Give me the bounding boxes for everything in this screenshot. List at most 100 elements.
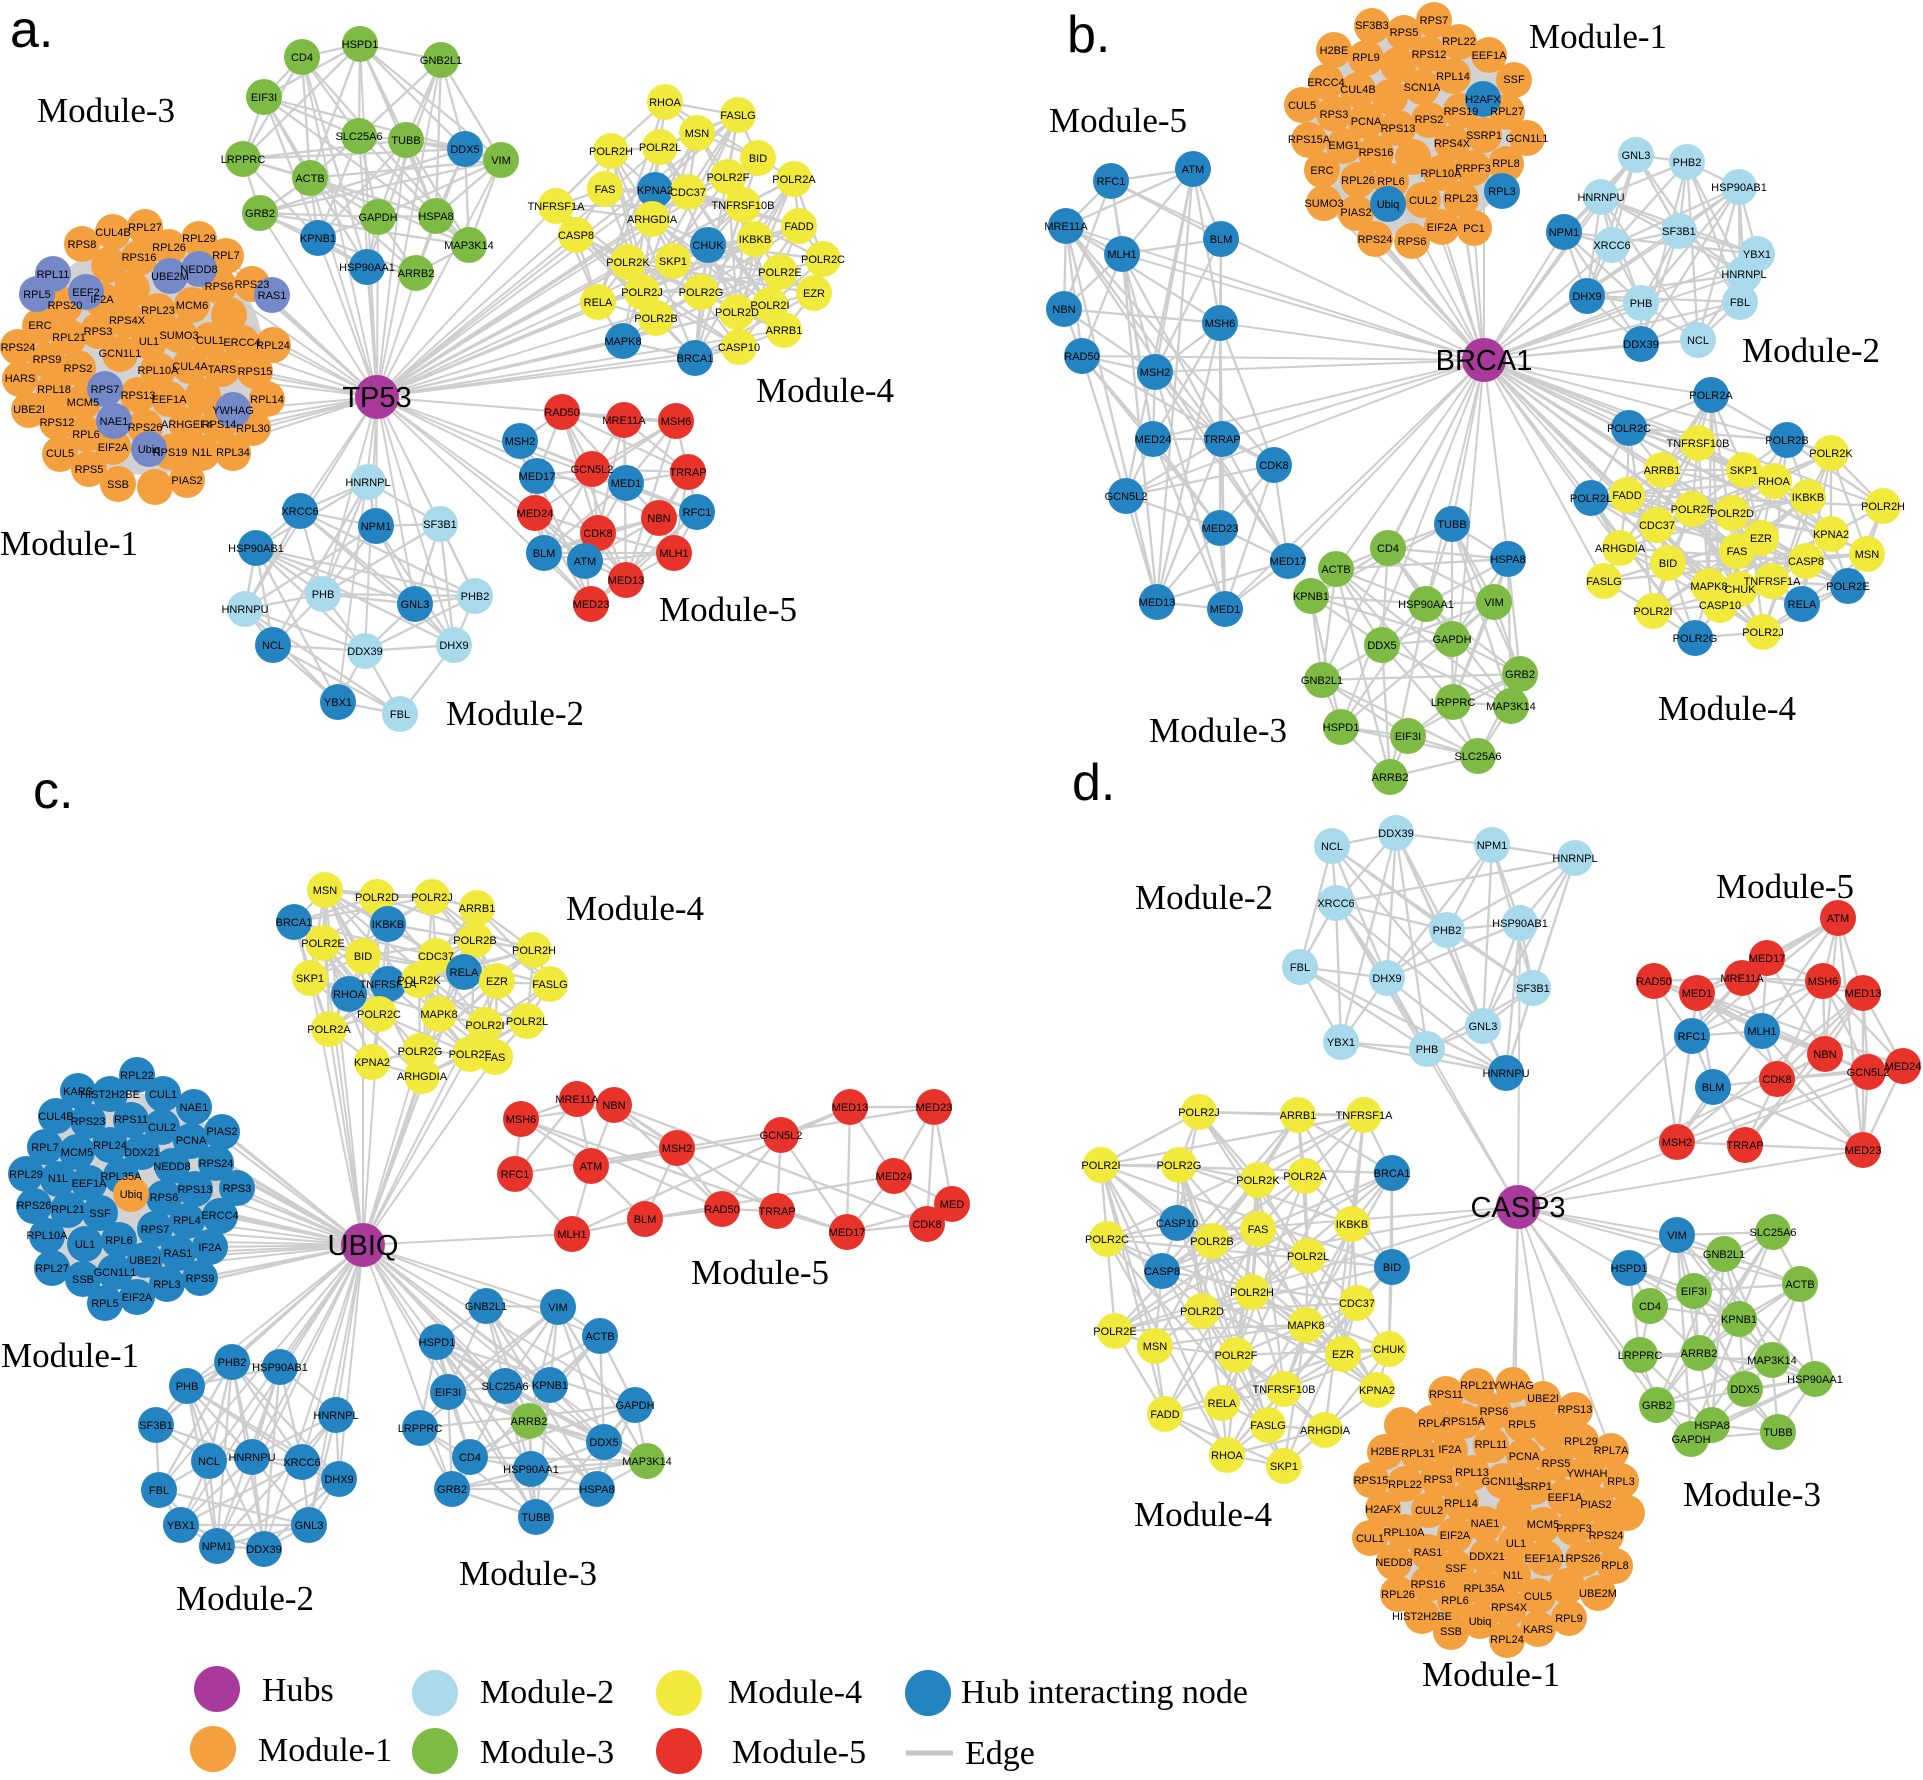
svg-text:PCNA: PCNA <box>1509 1451 1540 1463</box>
svg-text:RPL5: RPL5 <box>23 289 51 301</box>
svg-text:RPS15A: RPS15A <box>1288 134 1331 146</box>
svg-text:RELA: RELA <box>584 297 613 309</box>
svg-text:NBN: NBN <box>602 1100 625 1112</box>
svg-text:CASP3: CASP3 <box>1470 1192 1565 1224</box>
svg-text:GRB2: GRB2 <box>437 1484 467 1496</box>
svg-text:RFC1: RFC1 <box>683 507 712 519</box>
svg-text:POLR2C: POLR2C <box>801 254 845 266</box>
svg-text:SSF: SSF <box>1503 74 1525 86</box>
svg-text:ACTB: ACTB <box>1785 1279 1814 1291</box>
svg-text:HNRNPU: HNRNPU <box>1482 1068 1529 1080</box>
svg-text:EEF1A: EEF1A <box>152 394 188 406</box>
svg-text:GNL3: GNL3 <box>401 599 430 611</box>
svg-text:RFC1: RFC1 <box>501 1169 530 1181</box>
svg-text:ARRB1: ARRB1 <box>766 325 803 337</box>
svg-text:MAPK8: MAPK8 <box>420 1009 457 1021</box>
svg-text:GAPDH: GAPDH <box>615 1400 654 1412</box>
svg-text:DHX9: DHX9 <box>1572 291 1601 303</box>
svg-text:Module-1: Module-1 <box>258 1732 392 1769</box>
svg-text:RPS16: RPS16 <box>1411 1579 1446 1591</box>
svg-text:HSPA8: HSPA8 <box>1490 554 1525 566</box>
svg-text:ARRB2: ARRB2 <box>398 268 435 280</box>
svg-text:TRRAP: TRRAP <box>1726 1140 1763 1152</box>
svg-text:PRPF3: PRPF3 <box>1556 1523 1591 1535</box>
svg-text:POLR2F: POLR2F <box>707 172 750 184</box>
svg-text:EIF3I: EIF3I <box>1395 731 1421 743</box>
svg-text:CUL2: CUL2 <box>1409 195 1437 207</box>
svg-text:MED17: MED17 <box>519 471 556 483</box>
svg-text:POLR2E: POLR2E <box>1093 1326 1136 1338</box>
svg-text:RPS26: RPS26 <box>128 422 163 434</box>
svg-text:RELA: RELA <box>1788 599 1817 611</box>
svg-text:MED1: MED1 <box>611 478 642 490</box>
svg-text:TNFRSF1A: TNFRSF1A <box>1744 576 1802 588</box>
svg-text:NEDD8: NEDD8 <box>180 264 217 276</box>
svg-text:POLR2J: POLR2J <box>1742 627 1784 639</box>
svg-text:POLR2J: POLR2J <box>1178 1107 1220 1119</box>
svg-text:RPS5: RPS5 <box>1390 27 1419 39</box>
svg-text:CDK8: CDK8 <box>1762 1074 1791 1086</box>
svg-text:POLR2C: POLR2C <box>1085 1234 1129 1246</box>
svg-text:MED17: MED17 <box>829 1227 866 1239</box>
svg-text:DDX39: DDX39 <box>347 646 382 658</box>
svg-text:POLR2I: POLR2I <box>1633 606 1672 618</box>
svg-text:HARS: HARS <box>5 373 36 385</box>
svg-text:LRPPRC: LRPPRC <box>398 1423 443 1435</box>
svg-text:UBE2I: UBE2I <box>1527 1393 1559 1405</box>
svg-text:POLR2A: POLR2A <box>772 174 816 186</box>
svg-text:H2BE: H2BE <box>1320 45 1349 57</box>
svg-text:CASP10: CASP10 <box>1156 1218 1198 1230</box>
svg-text:MED24: MED24 <box>1135 434 1172 446</box>
svg-text:Module-5: Module-5 <box>659 590 797 629</box>
svg-text:RPS14: RPS14 <box>202 419 237 431</box>
svg-text:VIM: VIM <box>1667 1230 1687 1242</box>
svg-text:UL1: UL1 <box>75 1239 95 1251</box>
svg-text:GNB2L1: GNB2L1 <box>1703 1249 1745 1261</box>
svg-text:BRCA1: BRCA1 <box>677 353 714 365</box>
svg-text:VIM: VIM <box>491 155 511 167</box>
svg-text:CUL2: CUL2 <box>1415 1505 1443 1517</box>
svg-text:ATM: ATM <box>1182 164 1204 176</box>
svg-text:UL1: UL1 <box>139 336 159 348</box>
svg-text:CDK8: CDK8 <box>583 528 612 540</box>
svg-text:Ubiq: Ubiq <box>1377 199 1400 211</box>
svg-text:ARHGDIA: ARHGDIA <box>1300 1425 1351 1437</box>
svg-text:MLH1: MLH1 <box>659 548 688 560</box>
svg-text:MED24: MED24 <box>1885 1061 1922 1073</box>
svg-text:EEF1A: EEF1A <box>1548 1492 1584 1504</box>
svg-text:BRCA1: BRCA1 <box>276 917 313 929</box>
svg-text:SKP1: SKP1 <box>1730 465 1758 477</box>
svg-text:POLR2H: POLR2H <box>1230 1287 1274 1299</box>
svg-text:NCL: NCL <box>262 640 284 652</box>
svg-text:FASLG: FASLG <box>532 979 567 991</box>
svg-text:CUL4B: CUL4B <box>95 227 130 239</box>
svg-text:RPL26: RPL26 <box>1341 175 1375 187</box>
svg-text:ARHGDIA: ARHGDIA <box>627 214 678 226</box>
svg-text:RPS19: RPS19 <box>153 447 188 459</box>
svg-text:RPL6: RPL6 <box>1377 176 1405 188</box>
svg-text:Module-3: Module-3 <box>480 1734 614 1771</box>
svg-text:PHB: PHB <box>312 589 335 601</box>
svg-text:RPS6: RPS6 <box>1480 1406 1509 1418</box>
svg-text:RAS1: RAS1 <box>1414 1547 1443 1559</box>
svg-text:MSN: MSN <box>313 885 338 897</box>
svg-text:RPL34: RPL34 <box>216 447 250 459</box>
svg-text:IKBKB: IKBKB <box>1792 492 1824 504</box>
svg-text:MSN: MSN <box>1855 549 1880 561</box>
svg-text:HSP90AB1: HSP90AB1 <box>1711 182 1767 194</box>
svg-text:NEDD8: NEDD8 <box>1375 1557 1412 1569</box>
svg-text:ARHGDIA: ARHGDIA <box>397 1071 448 1083</box>
svg-text:SF3B3: SF3B3 <box>1355 20 1389 32</box>
svg-text:TNFRSF1A: TNFRSF1A <box>1336 1110 1394 1122</box>
svg-text:ERC: ERC <box>1310 165 1333 177</box>
svg-text:SF3B1: SF3B1 <box>139 1420 173 1432</box>
svg-text:RPL8: RPL8 <box>1601 1560 1629 1572</box>
svg-text:RAD50: RAD50 <box>544 407 579 419</box>
svg-text:MSN: MSN <box>685 128 710 140</box>
svg-text:RPL23: RPL23 <box>1444 193 1478 205</box>
svg-text:MAP3K14: MAP3K14 <box>622 1456 672 1468</box>
svg-text:BLM: BLM <box>533 548 556 560</box>
svg-text:HSPD1: HSPD1 <box>1323 722 1360 734</box>
svg-text:CASP8: CASP8 <box>1144 1266 1180 1278</box>
svg-text:TNFRSF10B: TNFRSF10B <box>1667 438 1730 450</box>
